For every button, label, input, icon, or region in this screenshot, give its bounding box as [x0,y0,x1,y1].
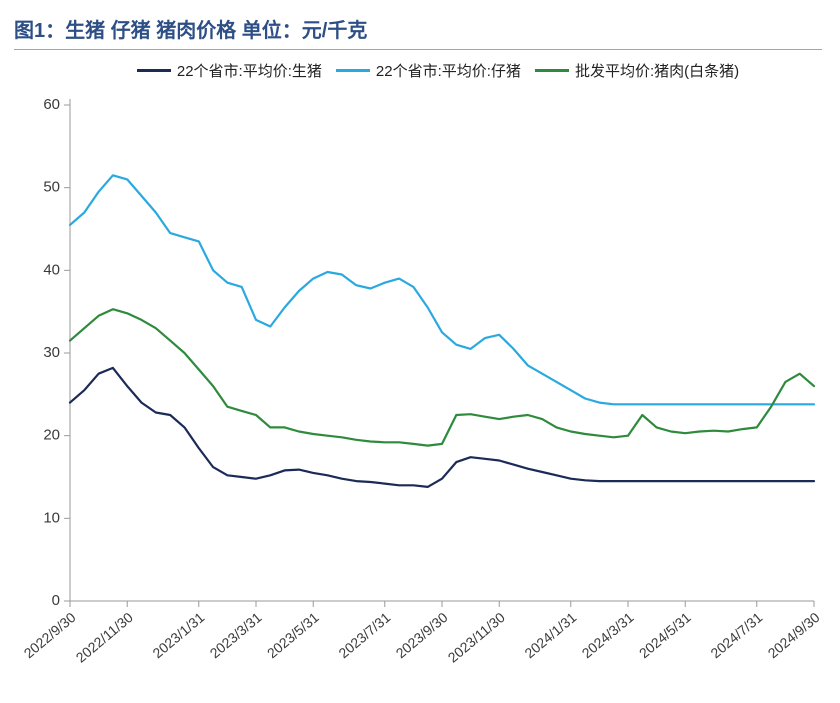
svg-text:2023/1/31: 2023/1/31 [149,609,207,661]
legend-swatch [336,69,370,72]
legend: 22个省市:平均价:生猪 22个省市:平均价:仔猪 批发平均价:猪肉(白条猪) [14,54,822,81]
svg-text:2023/5/31: 2023/5/31 [264,609,322,661]
figure-container: 图1：生猪 仔猪 猪肉价格 单位：元/千克 22个省市:平均价:生猪 22个省市… [0,0,840,703]
line-chart-svg: 0 10 20 30 40 50 60 2022/9/302022/11/302023/1/3… [14,81,822,701]
legend-item-piglet: 22个省市:平均价:仔猪 [336,60,521,81]
svg-text:2023/11/30: 2023/11/30 [445,609,508,666]
svg-text:2024/1/31: 2024/1/31 [521,609,579,661]
legend-label: 22个省市:平均价:仔猪 [376,60,521,81]
svg-text:2024/3/31: 2024/3/31 [579,609,637,661]
svg-text:30: 30 [43,344,60,361]
svg-text:2024/9/30: 2024/9/30 [765,609,822,661]
chart-title: 图1：生猪 仔猪 猪肉价格 单位：元/千克 [14,10,822,50]
legend-swatch [535,69,569,72]
legend-item-live-hog: 22个省市:平均价:生猪 [137,60,322,81]
legend-label: 22个省市:平均价:生猪 [177,60,322,81]
svg-text:0: 0 [52,592,60,609]
svg-text:2024/5/31: 2024/5/31 [636,609,694,661]
svg-text:2024/7/31: 2024/7/31 [707,609,765,661]
legend-swatch [137,69,171,72]
svg-text:60: 60 [43,96,60,113]
legend-item-pork: 批发平均价:猪肉(白条猪) [535,60,739,81]
svg-text:50: 50 [43,179,60,196]
svg-text:2023/9/30: 2023/9/30 [393,609,451,661]
svg-text:2022/9/30: 2022/9/30 [21,609,79,661]
legend-label: 批发平均价:猪肉(白条猪) [575,60,739,81]
svg-text:2023/7/31: 2023/7/31 [335,609,393,661]
svg-text:10: 10 [43,509,60,526]
svg-text:40: 40 [43,261,60,278]
svg-text:2023/3/31: 2023/3/31 [207,609,265,661]
svg-text:2022/11/30: 2022/11/30 [73,609,136,666]
svg-text:20: 20 [43,427,60,444]
chart-plot-area: 0 10 20 30 40 50 60 2022/9/302022/11/302023/1/3… [14,81,822,701]
